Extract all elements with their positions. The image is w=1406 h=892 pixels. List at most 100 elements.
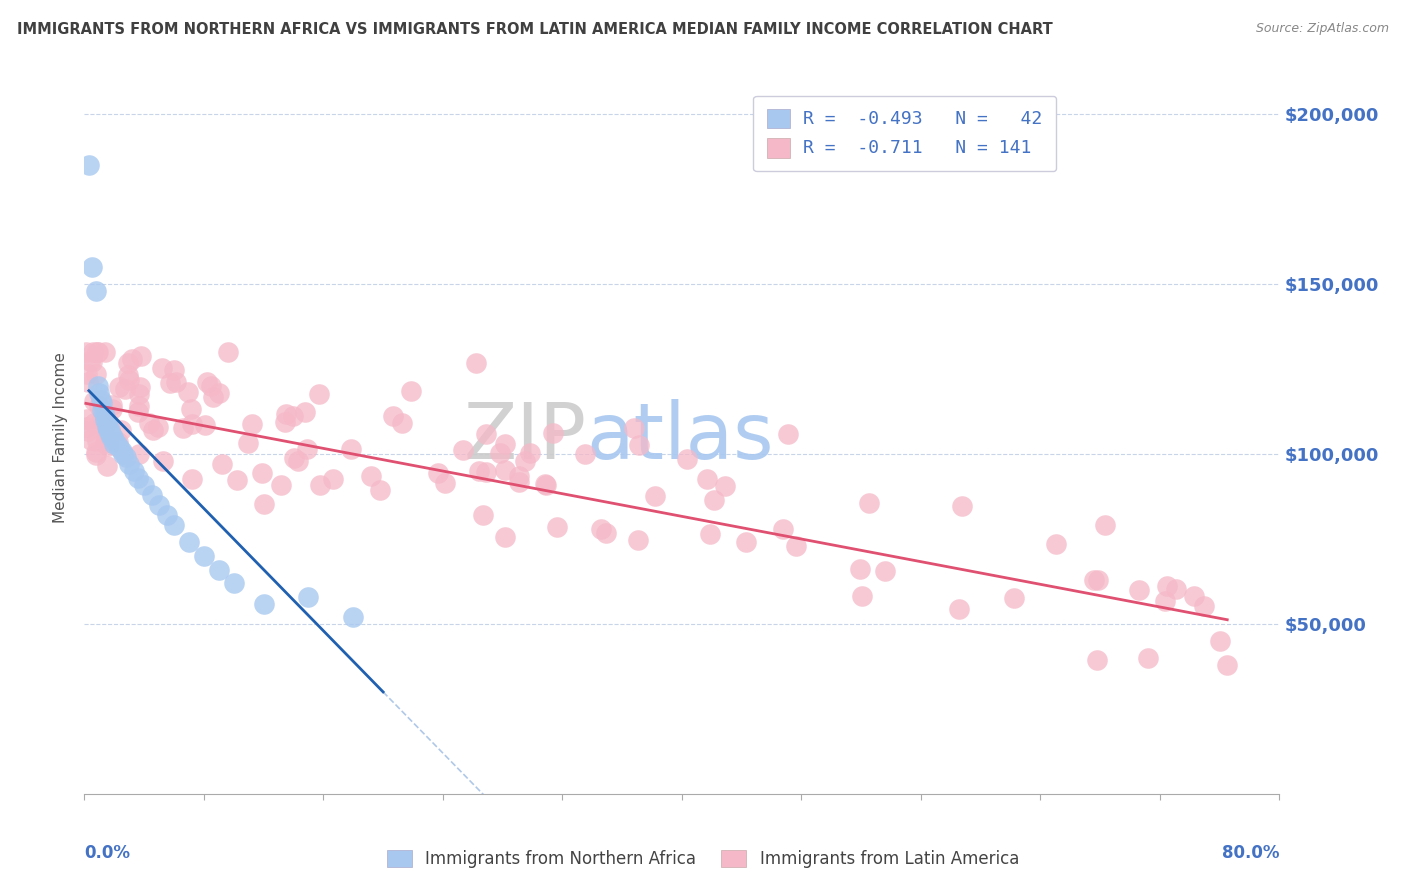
Point bbox=[165, 375, 187, 389]
Point bbox=[297, 590, 319, 604]
Point bbox=[513, 454, 536, 468]
Point bbox=[127, 405, 149, 419]
Point bbox=[148, 498, 170, 512]
Point bbox=[86, 345, 108, 359]
Point bbox=[181, 417, 204, 431]
Point bbox=[281, 409, 304, 423]
Point bbox=[308, 387, 330, 401]
Point bbox=[94, 413, 117, 427]
Point bbox=[76, 367, 98, 381]
Point bbox=[433, 475, 456, 490]
Point bbox=[200, 379, 222, 393]
Point bbox=[464, 356, 486, 370]
Point bbox=[94, 435, 117, 450]
Point bbox=[627, 533, 650, 548]
Point bbox=[128, 446, 150, 460]
Point bbox=[1094, 518, 1116, 533]
Point bbox=[138, 417, 160, 431]
Text: 80.0%: 80.0% bbox=[1222, 844, 1279, 862]
Point bbox=[696, 472, 718, 486]
Point bbox=[162, 362, 184, 376]
Point bbox=[172, 420, 194, 434]
Point bbox=[91, 396, 114, 410]
Point bbox=[82, 345, 104, 359]
Point bbox=[115, 450, 138, 465]
Point bbox=[297, 442, 319, 456]
Point bbox=[467, 464, 489, 478]
Point bbox=[103, 434, 125, 448]
Point bbox=[98, 426, 121, 441]
Point bbox=[98, 423, 121, 437]
Point bbox=[858, 496, 880, 510]
Point bbox=[101, 401, 124, 416]
Point bbox=[94, 409, 117, 424]
Point bbox=[699, 526, 721, 541]
Point bbox=[110, 423, 132, 437]
Point bbox=[1045, 537, 1067, 551]
Point bbox=[644, 490, 666, 504]
Point bbox=[703, 492, 725, 507]
Point bbox=[541, 425, 564, 440]
Point bbox=[181, 472, 204, 486]
Point bbox=[360, 469, 382, 483]
Point bbox=[118, 457, 141, 471]
Text: atlas: atlas bbox=[586, 399, 773, 475]
Point bbox=[77, 375, 100, 389]
Point bbox=[193, 549, 215, 563]
Point bbox=[100, 426, 122, 441]
Point bbox=[82, 355, 104, 369]
Point bbox=[595, 525, 617, 540]
Point bbox=[873, 564, 896, 578]
Point bbox=[508, 475, 530, 489]
Point bbox=[772, 522, 794, 536]
Point bbox=[132, 477, 156, 491]
Point bbox=[1194, 599, 1216, 614]
Y-axis label: Median Family Income: Median Family Income bbox=[53, 351, 69, 523]
Point bbox=[83, 416, 105, 430]
Point bbox=[1085, 653, 1108, 667]
Point bbox=[236, 435, 259, 450]
Point bbox=[91, 403, 114, 417]
Point bbox=[83, 393, 105, 408]
Point bbox=[471, 508, 494, 522]
Point bbox=[80, 260, 103, 275]
Point bbox=[129, 349, 152, 363]
Point bbox=[128, 386, 150, 401]
Point bbox=[86, 434, 108, 448]
Point bbox=[250, 466, 273, 480]
Point bbox=[117, 368, 139, 383]
Point bbox=[627, 438, 650, 452]
Point bbox=[950, 500, 973, 514]
Point bbox=[107, 440, 129, 454]
Text: Source: ZipAtlas.com: Source: ZipAtlas.com bbox=[1256, 22, 1389, 36]
Point bbox=[494, 463, 516, 477]
Point bbox=[475, 426, 498, 441]
Point bbox=[453, 442, 475, 457]
Point bbox=[849, 562, 872, 576]
Point bbox=[94, 432, 117, 446]
Point bbox=[1128, 582, 1150, 597]
Point bbox=[623, 421, 645, 435]
Point bbox=[778, 426, 800, 441]
Point bbox=[77, 158, 100, 172]
Point bbox=[1216, 657, 1239, 672]
Point bbox=[101, 430, 124, 444]
Point bbox=[391, 416, 413, 430]
Point bbox=[146, 420, 169, 434]
Point bbox=[208, 563, 231, 577]
Point bbox=[339, 442, 361, 457]
Point bbox=[270, 478, 292, 492]
Point bbox=[96, 420, 118, 434]
Point bbox=[287, 453, 309, 467]
Point bbox=[294, 404, 316, 418]
Point bbox=[494, 437, 516, 451]
Point bbox=[86, 445, 108, 459]
Point bbox=[142, 423, 165, 437]
Point bbox=[108, 380, 131, 394]
Point bbox=[75, 419, 97, 434]
Point bbox=[112, 447, 135, 461]
Point bbox=[96, 458, 118, 473]
Point bbox=[94, 345, 117, 359]
Point bbox=[240, 417, 263, 432]
Point bbox=[574, 447, 596, 461]
